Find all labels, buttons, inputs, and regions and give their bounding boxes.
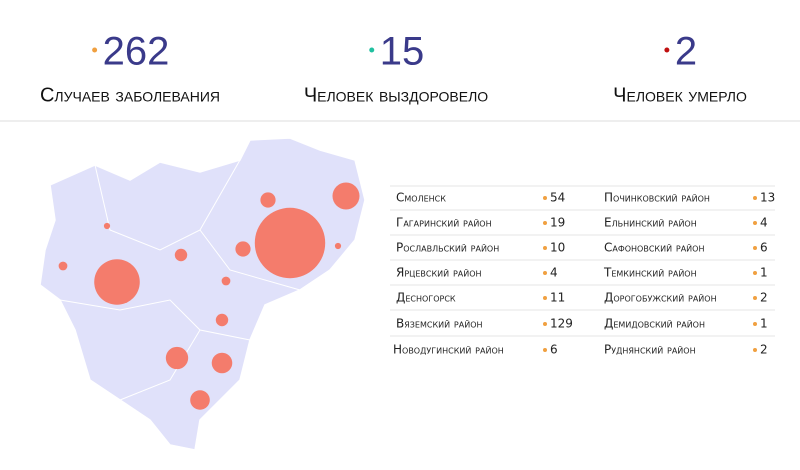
stat-dot <box>664 47 670 53</box>
district-name: Ельнинский район <box>604 216 697 230</box>
district-value: 19 <box>550 216 565 230</box>
district-name: Сафоновский район <box>604 241 704 255</box>
district-dot <box>753 196 757 200</box>
district-value: 11 <box>550 291 565 305</box>
district-border <box>199 229 301 291</box>
case-bubble <box>332 182 360 210</box>
district-dot <box>543 348 547 352</box>
district-value: 2 <box>760 343 768 357</box>
district-name: Гагаринский район <box>396 216 492 230</box>
stat-label: Человек выздоровело <box>304 84 488 106</box>
district-value: 1 <box>760 317 768 331</box>
district-name: Десногорск <box>396 291 456 305</box>
district-dot <box>753 271 757 275</box>
district-name: Демидовский район <box>604 317 705 331</box>
district-dot <box>753 246 757 250</box>
district-dot <box>543 322 547 326</box>
district-value: 6 <box>760 241 768 255</box>
district-dot <box>543 296 547 300</box>
case-bubble <box>165 346 189 370</box>
district-value: 6 <box>550 343 558 357</box>
district-value: 2 <box>760 291 768 305</box>
district-name: Ярцевский район <box>396 266 482 280</box>
district-dot <box>753 348 757 352</box>
district-name: Вяземский район <box>396 317 483 331</box>
district-dot <box>543 271 547 275</box>
district-value: 1 <box>760 266 768 280</box>
district-name: Темкинский район <box>603 266 697 280</box>
district-value: 4 <box>760 216 768 230</box>
case-bubble <box>58 261 68 271</box>
district-value: 13 <box>760 191 775 205</box>
district-dot <box>753 322 757 326</box>
case-bubble <box>254 207 326 279</box>
district-name: Новодугинский район <box>393 343 504 357</box>
district-value: 4 <box>550 266 558 280</box>
case-bubble <box>215 313 229 327</box>
case-bubble <box>103 222 111 230</box>
district-dot <box>543 196 547 200</box>
stat-label: Человек умерло <box>613 84 747 106</box>
stat-value: 2 <box>675 30 697 74</box>
stat-label: Случаев заболевания <box>40 84 220 106</box>
district-value: 129 <box>550 317 573 331</box>
district-dot <box>753 221 757 225</box>
district-dot <box>543 246 547 250</box>
case-bubble <box>260 192 276 208</box>
district-value: 10 <box>550 241 565 255</box>
district-name: Починковский район <box>604 191 710 205</box>
case-bubble <box>94 259 140 305</box>
case-bubble <box>190 390 210 410</box>
district-name: Руднянский район <box>604 343 696 357</box>
district-border <box>94 159 241 251</box>
district-dot <box>753 296 757 300</box>
case-bubble <box>174 248 188 262</box>
case-bubble <box>334 242 342 250</box>
stat-value: 262 <box>103 30 170 74</box>
district-name: Смоленск <box>396 191 446 205</box>
district-border <box>119 329 201 401</box>
district-dot <box>543 221 547 225</box>
district-value: 54 <box>550 191 565 205</box>
case-bubble <box>211 352 233 374</box>
district-name: Дорогобужский район <box>604 291 717 305</box>
district-border <box>59 299 251 341</box>
case-bubble <box>221 276 231 286</box>
case-bubble <box>235 241 251 257</box>
stat-dot <box>369 47 375 53</box>
stat-dot <box>92 47 98 53</box>
district-name: Рославльский район <box>396 241 499 255</box>
stat-value: 15 <box>380 30 425 74</box>
